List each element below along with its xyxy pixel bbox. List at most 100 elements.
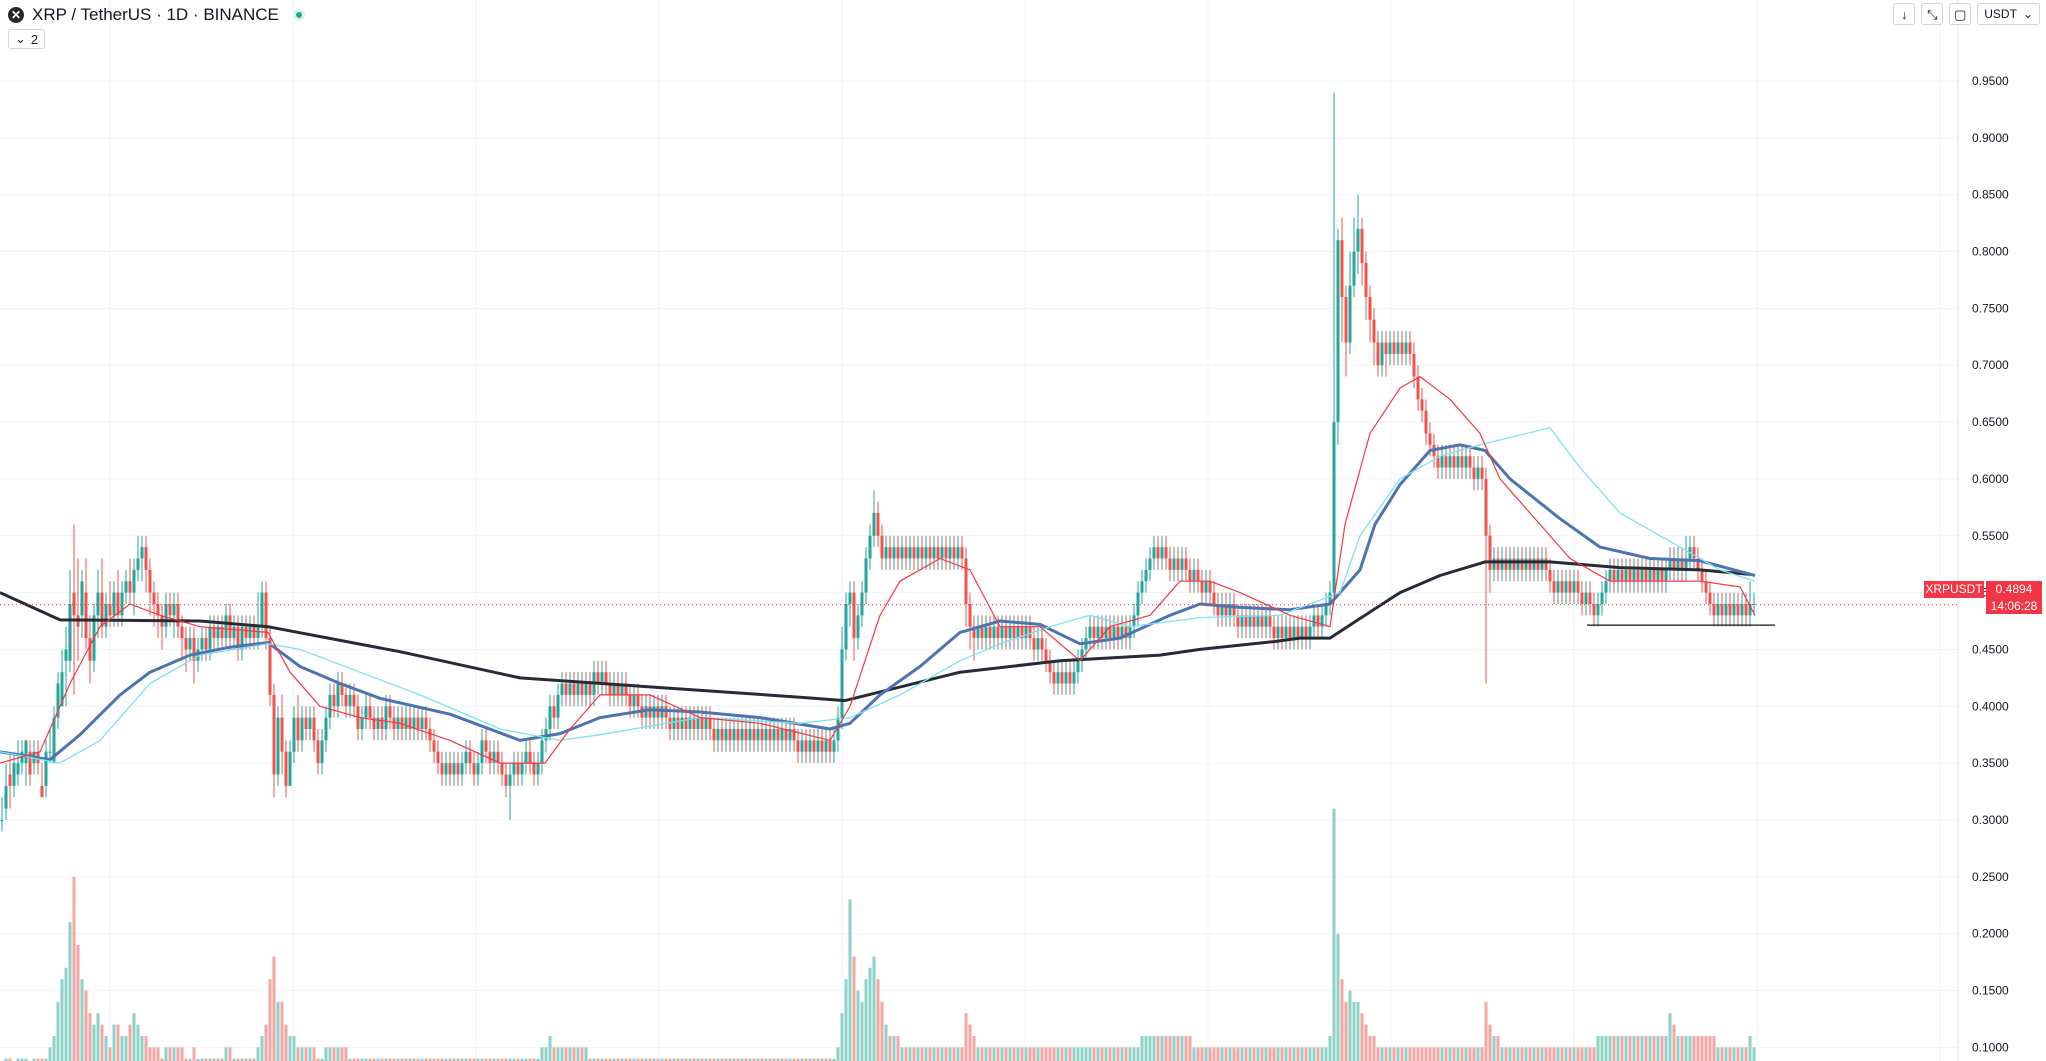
volume-bar <box>836 1047 840 1061</box>
volume-bar <box>1172 1035 1176 1061</box>
candle-body <box>1048 660 1052 673</box>
candle-body <box>1672 558 1676 570</box>
volume-bar <box>1228 1047 1232 1061</box>
volume-bar <box>1044 1047 1048 1061</box>
candle-body <box>600 672 604 684</box>
volume-bar <box>572 1047 576 1061</box>
price-tag-symbol: XRPUSDT <box>1924 581 1984 598</box>
volume-bar <box>892 1035 896 1061</box>
price-tag-value: 0.4894 <box>1986 581 2042 598</box>
volume-bar <box>944 1047 948 1061</box>
volume-bar <box>1368 1035 1372 1061</box>
volume-bar <box>688 1058 692 1061</box>
candle-body <box>220 626 224 639</box>
candle-body <box>1032 638 1036 650</box>
candle-body <box>104 603 108 627</box>
candle-body <box>152 592 156 604</box>
volume-bar <box>432 1058 436 1061</box>
volume-bar <box>1212 1047 1216 1061</box>
volume-bar <box>1016 1047 1020 1061</box>
candle-body <box>1656 569 1660 582</box>
volume-bar <box>444 1058 448 1061</box>
candle-body <box>608 683 612 695</box>
candle-body <box>880 535 884 559</box>
candle-body <box>816 740 820 752</box>
volume-bar <box>680 1058 684 1061</box>
symbol-title[interactable]: XRP / TetherUS · 1D · BINANCE <box>32 5 279 24</box>
volume-bar <box>588 1058 592 1061</box>
candle-body <box>948 547 952 559</box>
volume-bar <box>920 1047 924 1061</box>
volume-bar <box>1504 1047 1508 1061</box>
volume-bar <box>8 1058 12 1061</box>
candle-body <box>684 717 688 730</box>
volume-bar <box>1060 1047 1064 1061</box>
price-axis[interactable]: 0.9500 0.9000 0.8500 0.8000 0.7500 0.7000 0.65… <box>1957 0 2009 1061</box>
volume-bar <box>1740 1047 1744 1061</box>
candle-body <box>40 785 44 798</box>
candle-body <box>1172 558 1176 570</box>
candle-body <box>1660 569 1664 582</box>
candle-body <box>448 763 452 775</box>
volume-bar <box>188 1058 192 1061</box>
volume-bar <box>1308 1047 1312 1061</box>
volume-bar <box>1508 1047 1512 1061</box>
candle-body <box>228 615 232 639</box>
volume-bar <box>1248 1047 1252 1061</box>
volume-bar <box>1448 1047 1452 1061</box>
arrow-down-icon[interactable]: ↓ <box>1893 3 1916 25</box>
volume-bar <box>592 1058 596 1061</box>
candle-body <box>1708 592 1712 604</box>
fullscreen-icon[interactable]: ▢ <box>1949 3 1972 25</box>
candle-body <box>660 706 664 718</box>
volume-bar <box>1540 1047 1544 1061</box>
volume-bar <box>1536 1047 1540 1061</box>
volume-bar <box>660 1058 664 1061</box>
volume-bar <box>512 1058 516 1061</box>
support-line[interactable] <box>0 604 1958 626</box>
candle-body <box>756 729 760 741</box>
candle-body <box>296 717 300 741</box>
volume-bar <box>112 1024 116 1061</box>
candle-body <box>1508 558 1512 570</box>
volume-bar <box>1432 1047 1436 1061</box>
candle-body <box>556 694 560 718</box>
candle-body <box>192 638 196 661</box>
candle-body <box>196 649 200 661</box>
volume-bar <box>96 1013 100 1061</box>
volume-bar <box>240 1058 244 1061</box>
expand-icon[interactable]: ⤡ <box>1921 3 1944 25</box>
volume-bar <box>960 1047 964 1061</box>
candle-body <box>1652 569 1656 582</box>
candle-body <box>1732 603 1736 616</box>
indicators-collapse-button[interactable]: ⌄ 2 <box>8 29 46 49</box>
volume-bar <box>1036 1047 1040 1061</box>
candle-body <box>1612 569 1616 582</box>
candle-body <box>1016 626 1020 639</box>
volume-bar <box>1252 1047 1256 1061</box>
candle-body <box>504 774 508 786</box>
volume-bar <box>1300 1047 1304 1061</box>
volume-bar <box>1268 1047 1272 1061</box>
candle-body <box>1388 342 1392 354</box>
volume-bar <box>704 1058 708 1061</box>
volume-bar <box>316 1058 320 1061</box>
chevron-down-icon: ⌄ <box>2022 7 2033 21</box>
candle-body <box>360 717 364 730</box>
currency-select[interactable]: USDT ⌄ <box>1977 3 2040 25</box>
candle-body <box>88 638 92 661</box>
volume-bar <box>812 1058 816 1061</box>
candle-body <box>144 547 148 570</box>
candle-body <box>1704 581 1708 593</box>
candle-body <box>844 603 848 650</box>
volume-bar <box>1424 1047 1428 1061</box>
candle-body <box>532 763 536 775</box>
candle-body <box>716 729 720 741</box>
volume-bar <box>632 1058 636 1061</box>
candle-body <box>768 729 772 741</box>
volume-bar <box>964 1013 968 1061</box>
candle-body <box>1284 626 1288 639</box>
candle-body <box>960 547 964 559</box>
candle-body <box>1112 626 1116 639</box>
